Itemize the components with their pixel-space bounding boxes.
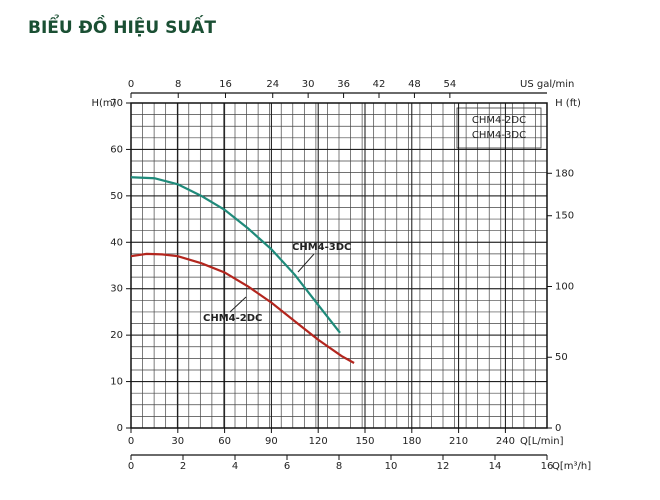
x-tick-label: 210 bbox=[449, 436, 468, 447]
x3-tick-label: 16 bbox=[541, 461, 554, 472]
x-tick-label: 90 bbox=[265, 436, 278, 447]
leader bbox=[297, 253, 315, 273]
y-tick-label: 60 bbox=[110, 144, 123, 155]
x-tick-label: 60 bbox=[218, 436, 231, 447]
x-tick-label: 120 bbox=[309, 436, 328, 447]
x-tick-label: 240 bbox=[496, 436, 515, 447]
curve-annotation: CHM4-3DC bbox=[292, 242, 351, 253]
y2-tick-label: 150 bbox=[555, 211, 574, 222]
x-axis-label: Q[L/min] bbox=[520, 436, 564, 447]
legend-entry: CHM4-2DC bbox=[472, 115, 526, 126]
x2-tick-label: 36 bbox=[337, 79, 350, 90]
y2-tick-label: 50 bbox=[555, 352, 568, 363]
x3-tick-label: 8 bbox=[336, 461, 342, 472]
legend-entry: CHM4-3DC bbox=[472, 130, 526, 141]
x2-tick-label: 54 bbox=[443, 79, 456, 90]
series-line bbox=[130, 176, 341, 334]
x-tick-label: 0 bbox=[128, 436, 134, 447]
x2-tick-label: 0 bbox=[128, 79, 134, 90]
x-tick-label: 180 bbox=[402, 436, 421, 447]
x3-axis-label: Q[m³/h] bbox=[552, 461, 591, 472]
leader bbox=[229, 296, 247, 313]
y-tick-label: 40 bbox=[110, 237, 123, 248]
x3-tick-label: 4 bbox=[232, 461, 238, 472]
y-tick-label: 10 bbox=[110, 377, 123, 388]
x2-tick-label: 24 bbox=[266, 79, 279, 90]
x2-axis-label: US gal/min bbox=[520, 79, 574, 90]
y-tick-label: 20 bbox=[110, 330, 123, 341]
x2-tick-label: 16 bbox=[219, 79, 232, 90]
x3-tick-label: 0 bbox=[128, 461, 134, 472]
y2-tick-label: 0 bbox=[555, 423, 561, 434]
x2-tick-label: 30 bbox=[302, 79, 315, 90]
x2-tick-label: 42 bbox=[373, 79, 386, 90]
x-tick-label: 150 bbox=[355, 436, 374, 447]
y2-axis-label: H (ft) bbox=[555, 98, 581, 109]
y-axis-label: H(m) bbox=[91, 98, 116, 109]
y2-tick-label: 100 bbox=[555, 281, 574, 292]
x3-tick-label: 12 bbox=[437, 461, 450, 472]
y-tick-label: 0 bbox=[117, 423, 123, 434]
x3-tick-label: 2 bbox=[180, 461, 186, 472]
y-tick-label: 30 bbox=[110, 284, 123, 295]
x3-tick-label: 10 bbox=[385, 461, 398, 472]
x3-tick-label: 14 bbox=[489, 461, 502, 472]
x3-tick-label: 6 bbox=[284, 461, 290, 472]
curve-annotation: CHM4-2DC bbox=[203, 313, 262, 324]
x2-tick-label: 48 bbox=[408, 79, 421, 90]
y2-tick-label: 180 bbox=[555, 168, 574, 179]
legend-box bbox=[456, 107, 542, 149]
y-tick-label: 50 bbox=[110, 191, 123, 202]
x2-tick-label: 8 bbox=[175, 79, 181, 90]
y-tick-label: 70 bbox=[110, 98, 123, 109]
chart-title: BIỂU ĐỒ HIỆU SUẤT bbox=[28, 13, 216, 38]
x-tick-label: 30 bbox=[171, 436, 184, 447]
series-line bbox=[130, 252, 355, 364]
